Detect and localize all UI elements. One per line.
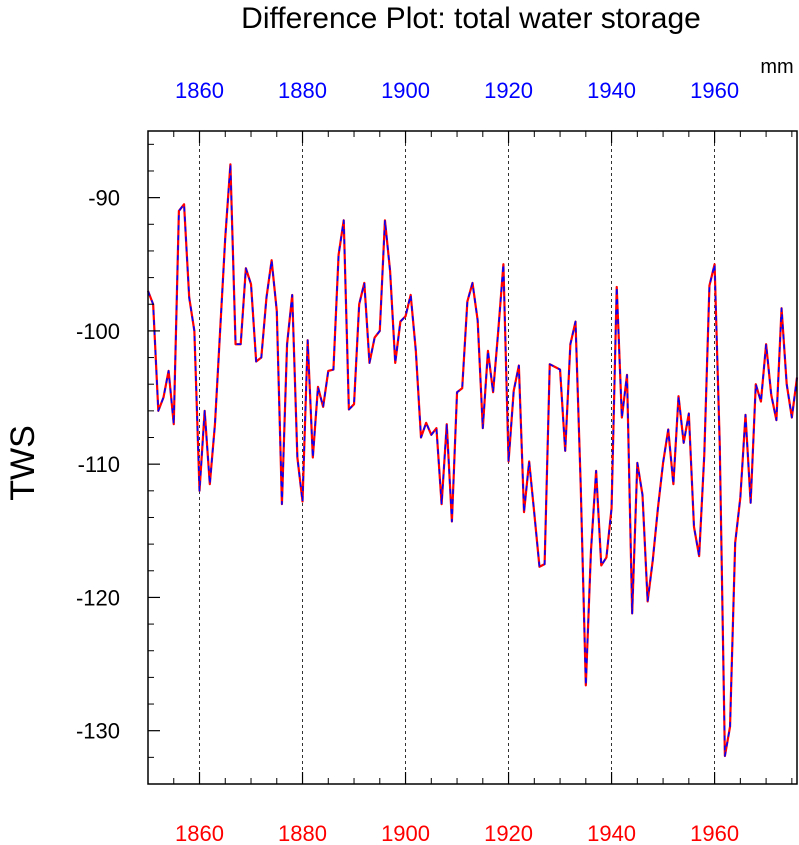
x-tick-label-bottom: 1900 [381,821,430,845]
y-tick-label: -130 [76,719,120,744]
x-tick-label-top: 1860 [175,78,224,103]
x-tick-label-bottom: 1860 [175,821,224,845]
chart-title: Difference Plot: total water storage [241,2,701,35]
y-tick-label: -90 [88,186,120,211]
x-tick-label-top: 1900 [381,78,430,103]
plot-area: 1860 1860 1880 1880 1900 1900 1920 1920 1940 1940… [76,78,799,845]
units-label: mm [760,56,793,78]
y-tick-label: -120 [76,585,120,610]
x-tick-label-top: 1880 [278,78,327,103]
x-tick-label-top: 1920 [484,78,533,103]
y-axis-title: TWS [4,425,42,501]
series-line [146,163,799,758]
y-tick-label: -110 [78,452,120,477]
y-tick-label: -100 [76,319,120,344]
x-tick-label-bottom: 1940 [587,821,636,845]
x-tick-label-bottom: 1920 [484,821,533,845]
x-tick-label-bottom: 1880 [278,821,327,845]
x-tick-label-top: 1960 [690,78,739,103]
series-line-dashed [147,163,798,757]
x-tick-label-top: 1940 [587,78,636,103]
plot-frame [147,130,798,785]
x-tick-label-bottom: 1960 [690,821,739,845]
